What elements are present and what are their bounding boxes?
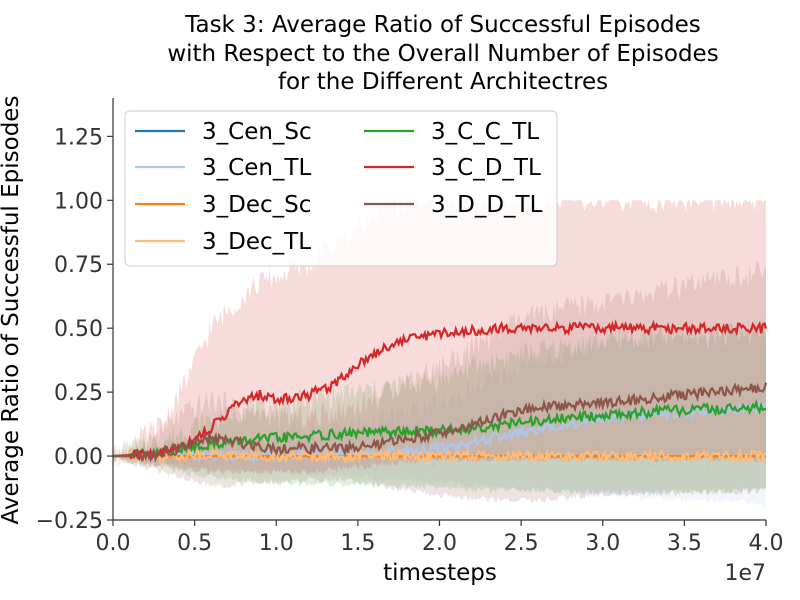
y-tick-label: 0.50 <box>54 317 103 342</box>
band-3-dec-tl <box>113 435 766 469</box>
x-tick-label: 2.5 <box>504 531 539 556</box>
chart-title: Task 3: Average Ratio of Successful Epis… <box>167 12 718 95</box>
x-tick-label: 2.0 <box>422 531 457 556</box>
y-tick-label: 1.25 <box>54 125 103 150</box>
legend-box <box>124 110 558 267</box>
x-tick-label: 3.0 <box>585 531 620 556</box>
series-line-3-c-c-tl <box>112 399 767 460</box>
y-tick-label: 0.25 <box>54 381 103 406</box>
legend-label-3-dec-tl: 3_Dec_TL <box>202 229 311 255</box>
y-tick-label: 1.00 <box>54 189 103 214</box>
y-tick-label: 0.75 <box>54 253 103 278</box>
legend-label-3-cen-tl: 3_Cen_TL <box>202 155 311 181</box>
x-axis-offset-label: 1e7 <box>724 561 766 586</box>
legend-label-3-cen-sc: 3_Cen_Sc <box>202 119 312 145</box>
chart-title-line-2: with Respect to the Overall Number of Ep… <box>167 41 718 67</box>
legend-label-3-c-d-tl: 3_C_D_TL <box>431 155 541 181</box>
series-line-3-c-d-tl <box>112 319 768 461</box>
x-tick-label: 3.5 <box>667 531 702 556</box>
x-tick-label: 0.5 <box>177 531 212 556</box>
legend: 3_Cen_Sc 3_Cen_TL 3_Dec_Sc 3_Dec_TL 3_C_C_TL… <box>124 110 558 267</box>
y-tick-label: 0.00 <box>54 445 103 470</box>
chart-title-line-3: for the Different Architectres <box>278 69 608 95</box>
series-line-3-d-d-tl <box>113 382 768 464</box>
x-tick-label: 1.0 <box>259 531 294 556</box>
band-3-d-d-tl <box>113 260 766 504</box>
y-tick-label: −0.25 <box>36 509 103 534</box>
series-line-3-dec-tl <box>113 445 767 466</box>
axes: 0.0 0.5 1.0 1.5 2.0 2.5 3.0 3.5 4.0 −0.25 0.00 0.25… <box>36 98 784 556</box>
x-tick-label: 1.5 <box>340 531 375 556</box>
legend-label-3-c-c-tl: 3_C_C_TL <box>431 119 539 145</box>
legend-label-3-d-d-tl: 3_D_D_TL <box>431 192 543 218</box>
chart-title-line-1: Task 3: Average Ratio of Successful Epis… <box>184 12 701 38</box>
legend-label-3-dec-sc: 3_Dec_Sc <box>202 192 311 218</box>
series-lines <box>112 319 768 466</box>
y-axis-label: Average Ratio of Successful Episodes <box>0 96 24 525</box>
x-axis-label: timesteps <box>383 560 497 586</box>
x-tick-label: 4.0 <box>749 531 784 556</box>
x-tick-label: 0.0 <box>96 531 131 556</box>
